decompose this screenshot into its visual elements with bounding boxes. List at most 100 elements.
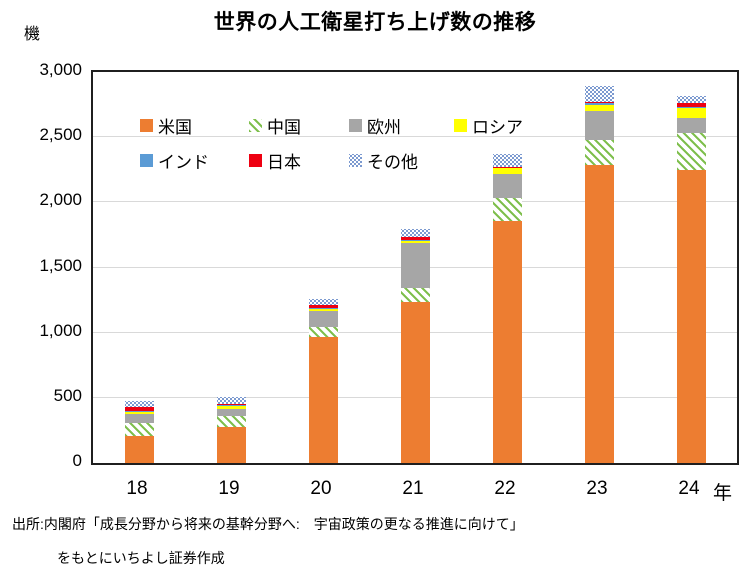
bar-segment-us	[584, 164, 614, 463]
bar-segment-china	[676, 132, 706, 170]
stacked-bar-20	[308, 298, 338, 463]
bar-segment-china	[584, 140, 614, 165]
bar-segment-china	[216, 416, 246, 428]
bar-segment-other	[308, 298, 338, 305]
bar-segment-us	[124, 435, 154, 463]
bar-segment-russia	[400, 241, 430, 244]
bar-segment-europe	[124, 414, 154, 424]
stacked-bar-21	[400, 229, 430, 463]
source-note-line2: をもとにいちよし証券作成	[57, 550, 225, 566]
bar-segment-india	[400, 240, 430, 242]
bar-segment-other	[492, 154, 522, 168]
legend-label-india: インド	[158, 152, 209, 172]
y-tick-label: 2,500	[39, 125, 82, 145]
bar-segment-other	[584, 86, 614, 103]
bar-segment-us	[492, 220, 522, 463]
bar-segment-japan	[216, 403, 246, 405]
bar-segment-europe	[308, 311, 338, 328]
legend-marker-russia	[454, 118, 467, 132]
chart-title: 世界の人工衛星打ち上げ数の推移	[213, 11, 537, 34]
legend-marker-japan	[249, 153, 262, 167]
bar-segment-japan	[308, 304, 338, 309]
bar-segment-other	[124, 400, 154, 408]
y-tick-label: 1,500	[39, 255, 82, 275]
legend-marker-india	[140, 153, 153, 167]
bar-segment-other	[400, 229, 430, 238]
legend-label-us: 米国	[158, 117, 192, 137]
x-tick-label: 19	[218, 478, 240, 499]
bar-segment-europe	[216, 408, 246, 417]
bar-segment-india	[308, 308, 338, 310]
bar-segment-us	[308, 336, 338, 463]
bar-segment-india	[216, 404, 246, 406]
bar-segment-us	[400, 302, 430, 463]
x-axis-unit-label: 年	[713, 483, 733, 504]
stacked-bar-19	[216, 396, 246, 463]
gridline-2500	[93, 136, 737, 138]
bar-segment-russia	[308, 309, 338, 312]
bar-segment-china	[308, 327, 338, 337]
legend-row-1: 米国 中国 欧州 ロシア	[93, 115, 737, 137]
bar-segment-europe	[492, 173, 522, 198]
bar-segment-china	[400, 288, 430, 303]
stacked-bar-24	[676, 95, 706, 463]
bar-segment-japan	[124, 407, 154, 412]
legend-marker-us	[140, 118, 153, 132]
legend-label-europe: 欧州	[367, 117, 401, 137]
bar-segment-europe	[584, 111, 614, 141]
legend-item-japan: 日本	[249, 150, 301, 172]
bar-segment-russia	[124, 412, 154, 415]
y-axis-unit-label: 機	[24, 26, 41, 43]
legend-marker-china	[249, 118, 262, 132]
x-tick-label: 20	[310, 478, 332, 499]
legend-item-europe: 欧州	[349, 115, 401, 137]
legend-marker-other	[349, 153, 362, 167]
y-tick-label: 1,000	[39, 320, 82, 340]
bar-segment-india	[584, 102, 614, 105]
legend-row-2: インド 日本 その他	[93, 150, 737, 172]
stacked-bar-18	[124, 400, 154, 463]
bar-segment-russia	[216, 405, 246, 409]
bar-segment-europe	[400, 243, 430, 289]
legend-label-other: その他	[367, 152, 418, 172]
bar-segment-russia	[676, 107, 706, 118]
bar-segment-china	[124, 423, 154, 436]
bar-segment-india	[676, 106, 706, 108]
y-tick-label: 0	[72, 451, 82, 470]
source-note-line1: 出所:内閣府「成長分野から将来の基幹分野へ: 宇宙政策の更なる推進に向けて」	[12, 516, 524, 532]
x-tick-label: 23	[586, 478, 608, 499]
plot-area: 米国 中国 欧州 ロシアインド 日本 その他	[91, 70, 739, 465]
y-tick-label: 500	[53, 385, 82, 405]
x-tick-label: 22	[494, 478, 516, 499]
bar-segment-russia	[492, 168, 522, 174]
y-tick-label: 2,000	[39, 190, 82, 210]
legend-label-china: 中国	[267, 117, 301, 137]
bar-segment-europe	[676, 117, 706, 133]
legend-marker-europe	[349, 118, 362, 132]
legend-item-us: 米国	[140, 115, 192, 137]
stacked-bar-23	[584, 86, 614, 463]
bar-segment-other	[676, 95, 706, 103]
bar-segment-russia	[584, 104, 614, 112]
legend-label-russia: ロシア	[472, 117, 523, 137]
bar-segment-japan	[492, 167, 522, 168]
stacked-bar-22	[492, 154, 522, 463]
bar-segment-japan	[400, 237, 430, 241]
legend-label-japan: 日本	[267, 152, 301, 172]
x-tick-label: 21	[402, 478, 424, 499]
bar-segment-india	[492, 167, 522, 169]
bar-segment-us	[216, 427, 246, 463]
x-tick-label: 18	[126, 478, 148, 499]
bar-segment-china	[492, 197, 522, 221]
y-tick-label: 3,000	[39, 60, 82, 79]
bar-segment-india	[124, 411, 154, 413]
bar-segment-us	[676, 169, 706, 463]
gridline-2000	[93, 201, 737, 203]
x-tick-label: 24	[678, 478, 700, 499]
legend-item-russia: ロシア	[454, 115, 523, 137]
legend-item-other: その他	[349, 150, 418, 172]
bar-segment-other	[216, 396, 246, 404]
legend-item-india: インド	[140, 150, 209, 172]
bar-segment-japan	[584, 102, 614, 103]
legend-item-china: 中国	[249, 115, 301, 137]
